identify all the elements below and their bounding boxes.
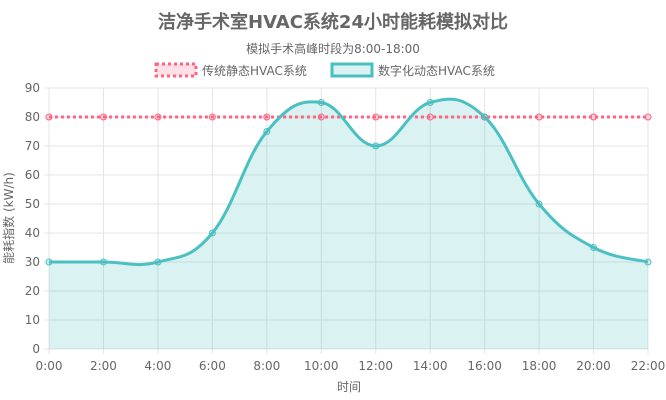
chart-subtitle: 模拟手术高峰时段为8:00-18:00 bbox=[246, 42, 420, 56]
data-point[interactable] bbox=[154, 113, 162, 121]
y-tick-label: 10 bbox=[25, 313, 40, 327]
x-tick-label: 6:00 bbox=[199, 359, 226, 373]
data-point[interactable] bbox=[263, 128, 271, 135]
area-fills bbox=[49, 99, 648, 350]
data-point[interactable] bbox=[45, 113, 53, 121]
y-tick-label: 70 bbox=[25, 139, 40, 153]
x-tick-label: 4:00 bbox=[144, 359, 171, 373]
data-point[interactable] bbox=[263, 113, 271, 121]
data-point[interactable] bbox=[154, 258, 162, 266]
x-tick-label: 10:00 bbox=[304, 359, 339, 373]
data-point[interactable] bbox=[372, 142, 380, 150]
legend-label: 数字化动态HVAC系统 bbox=[378, 63, 495, 78]
y-tick-label: 80 bbox=[25, 110, 40, 124]
legend-swatch bbox=[330, 62, 374, 78]
x-tick-label: 16:00 bbox=[467, 359, 502, 373]
data-point[interactable] bbox=[481, 113, 489, 121]
data-point[interactable] bbox=[99, 258, 107, 266]
y-tick-label: 60 bbox=[25, 168, 40, 182]
y-tick-label: 40 bbox=[25, 226, 40, 240]
y-tick-label: 20 bbox=[25, 284, 40, 298]
data-point[interactable] bbox=[426, 99, 434, 106]
legend: 传统静态HVAC系统 数字化动态HVAC系统 bbox=[154, 62, 495, 78]
legend-item[interactable]: 传统静态HVAC系统 bbox=[154, 62, 307, 78]
data-points bbox=[45, 99, 652, 266]
x-axis-ticks: 0:00 2:00 4:00 6:00 8:00 10:00 12:00 14:00 16:00… bbox=[36, 359, 666, 373]
x-tick-label: 18:00 bbox=[522, 359, 557, 373]
legend-label: 传统静态HVAC系统 bbox=[202, 63, 307, 78]
data-point[interactable] bbox=[317, 99, 325, 106]
y-tick-label: 30 bbox=[25, 255, 40, 269]
y-tick-label: 0 bbox=[32, 342, 40, 356]
x-axis-title: 时间 bbox=[337, 380, 361, 394]
chart-title: 洁净手术室HVAC系统24小时能耗模拟对比 bbox=[158, 12, 508, 33]
y-tick-label: 50 bbox=[25, 197, 40, 211]
data-point[interactable] bbox=[644, 258, 652, 266]
x-tick-label: 14:00 bbox=[413, 359, 448, 373]
x-tick-label: 2:00 bbox=[90, 359, 117, 373]
data-point[interactable] bbox=[45, 258, 53, 266]
series-line bbox=[49, 97, 649, 267]
legend-item[interactable]: 数字化动态HVAC系统 bbox=[330, 62, 495, 78]
data-point[interactable] bbox=[317, 113, 325, 121]
data-point[interactable] bbox=[590, 113, 598, 121]
y-tick-label: 90 bbox=[25, 81, 40, 95]
x-tick-label: 12:00 bbox=[358, 359, 393, 373]
y-axis-title: 能耗指数 (kW/h) bbox=[1, 172, 16, 264]
data-point[interactable] bbox=[426, 113, 434, 121]
x-tick-label: 8:00 bbox=[253, 359, 280, 373]
data-point[interactable] bbox=[535, 200, 543, 208]
data-point[interactable] bbox=[535, 113, 543, 121]
series-area-fill bbox=[49, 99, 648, 350]
data-point[interactable] bbox=[644, 113, 652, 121]
data-point[interactable] bbox=[590, 244, 598, 251]
x-tick-label: 22:00 bbox=[631, 359, 666, 373]
data-point[interactable] bbox=[208, 229, 216, 237]
data-point[interactable] bbox=[372, 113, 380, 121]
x-tick-label: 20:00 bbox=[576, 359, 611, 373]
x-tick-label: 0:00 bbox=[36, 359, 63, 373]
legend-swatch bbox=[154, 62, 198, 78]
y-axis-ticks: 0 10 20 30 40 50 60 70 80 90 bbox=[25, 81, 40, 356]
data-point[interactable] bbox=[99, 113, 107, 121]
series-lines bbox=[49, 97, 649, 267]
data-point[interactable] bbox=[208, 113, 216, 121]
